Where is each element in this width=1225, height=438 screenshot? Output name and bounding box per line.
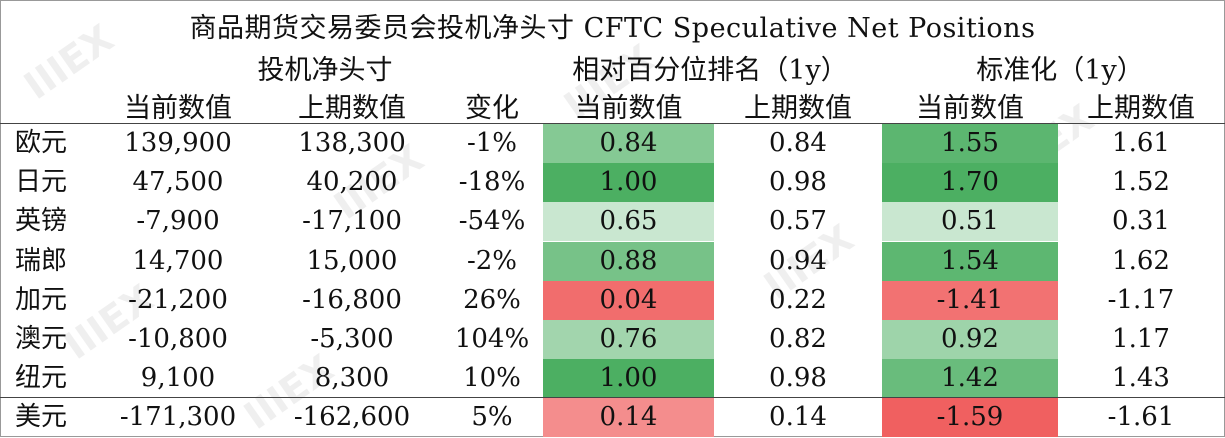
net-previous-cell: -5,300	[310, 324, 394, 354]
change-cell: -18%	[458, 167, 526, 198]
net-previous-cell: -17,100	[302, 206, 402, 237]
percentile-previous-cell: 0.14	[769, 402, 827, 433]
standardized-current-cell: 0.51	[882, 202, 1058, 242]
row-label: 瑞郎	[14, 245, 67, 276]
standardized-current-cell: 0.92	[882, 320, 1058, 359]
net-current-cell: -7,900	[136, 206, 220, 237]
group-header-percentile: 相对百分位排名（1y）	[572, 55, 848, 86]
change-cell: 5%	[471, 402, 513, 433]
percentile-previous-cell: 0.22	[769, 284, 827, 315]
percentile-previous-cell: 0.84	[769, 128, 827, 158]
subheader-pct-current: 当前数值	[574, 93, 683, 124]
percentile-current-cell: 0.88	[543, 241, 714, 281]
percentile-current-cell: 1.00	[543, 359, 714, 399]
net-current-cell: 139,900	[124, 128, 232, 158]
net-previous-cell: -16,800	[302, 284, 402, 315]
row-label: 日元	[14, 167, 67, 198]
change-cell: -2%	[466, 245, 518, 276]
percentile-current-cell: 0.84	[543, 124, 714, 163]
change-cell: -1%	[466, 128, 518, 158]
net-current-cell: 47,500	[132, 167, 224, 198]
net-previous-cell: 138,300	[298, 128, 406, 158]
row-label: 欧元	[14, 128, 67, 158]
net-current-cell: 9,100	[140, 363, 216, 394]
percentile-current-cell: 0.04	[543, 280, 714, 320]
standardized-current-cell: 1.70	[882, 163, 1058, 203]
standardized-previous-cell: 1.43	[1112, 363, 1170, 394]
subheader-z-current: 当前数值	[916, 93, 1024, 124]
standardized-previous-cell: 1.52	[1112, 167, 1170, 198]
standardized-previous-cell: 0.31	[1112, 206, 1170, 237]
subheader-z-previous: 上期数值	[1087, 93, 1195, 124]
standardized-previous-cell: 1.61	[1112, 128, 1170, 158]
change-cell: 26%	[463, 284, 521, 315]
percentile-current-cell: 0.14	[543, 398, 714, 438]
header-divider	[0, 123, 1225, 124]
percentile-previous-cell: 0.57	[769, 206, 827, 237]
standardized-previous-cell: 1.17	[1112, 324, 1170, 354]
row-label: 澳元	[14, 324, 67, 354]
percentile-current-cell: 1.00	[543, 163, 714, 203]
standardized-current-cell: -1.41	[882, 280, 1058, 320]
standardized-current-cell: -1.59	[882, 398, 1058, 438]
subheader-net-current: 当前数值	[124, 93, 232, 124]
change-cell: 104%	[454, 324, 530, 354]
table-title: 商品期货交易委员会投机净头寸 CFTC Speculative Net Posi…	[189, 13, 1036, 44]
percentile-current-cell: 0.76	[543, 320, 714, 359]
usd-divider	[0, 397, 1225, 398]
net-current-cell: -171,300	[119, 402, 237, 433]
standardized-previous-cell: 1.62	[1112, 245, 1170, 276]
subheader-pct-previous: 上期数值	[744, 93, 852, 124]
net-current-cell: -10,800	[128, 324, 228, 354]
change-cell: 10%	[463, 363, 521, 394]
subheader-net-previous: 上期数值	[298, 93, 406, 124]
row-label: 美元	[14, 402, 67, 433]
row-label: 加元	[14, 284, 67, 315]
standardized-previous-cell: -1.17	[1107, 284, 1175, 315]
net-previous-cell: 40,200	[306, 167, 398, 198]
row-label: 纽元	[14, 363, 67, 394]
percentile-previous-cell: 0.98	[769, 167, 827, 198]
net-current-cell: -21,200	[128, 284, 228, 315]
percentile-previous-cell: 0.82	[769, 324, 827, 354]
group-header-net: 投机净头寸	[257, 55, 393, 86]
change-cell: -54%	[458, 206, 526, 237]
group-header-standardized: 标准化（1y）	[976, 55, 1144, 86]
standardized-current-cell: 1.55	[882, 124, 1058, 163]
percentile-previous-cell: 0.98	[769, 363, 827, 394]
percentile-current-cell: 0.65	[543, 202, 714, 242]
row-label: 英镑	[14, 206, 67, 237]
standardized-current-cell: 1.54	[882, 241, 1058, 281]
net-previous-cell: -162,600	[293, 402, 411, 433]
net-previous-cell: 15,000	[306, 245, 398, 276]
subheader-change: 变化	[465, 93, 519, 124]
net-previous-cell: 8,300	[314, 363, 390, 394]
standardized-current-cell: 1.42	[882, 359, 1058, 399]
standardized-previous-cell: -1.61	[1107, 402, 1175, 433]
percentile-previous-cell: 0.94	[769, 245, 827, 276]
net-current-cell: 14,700	[132, 245, 224, 276]
